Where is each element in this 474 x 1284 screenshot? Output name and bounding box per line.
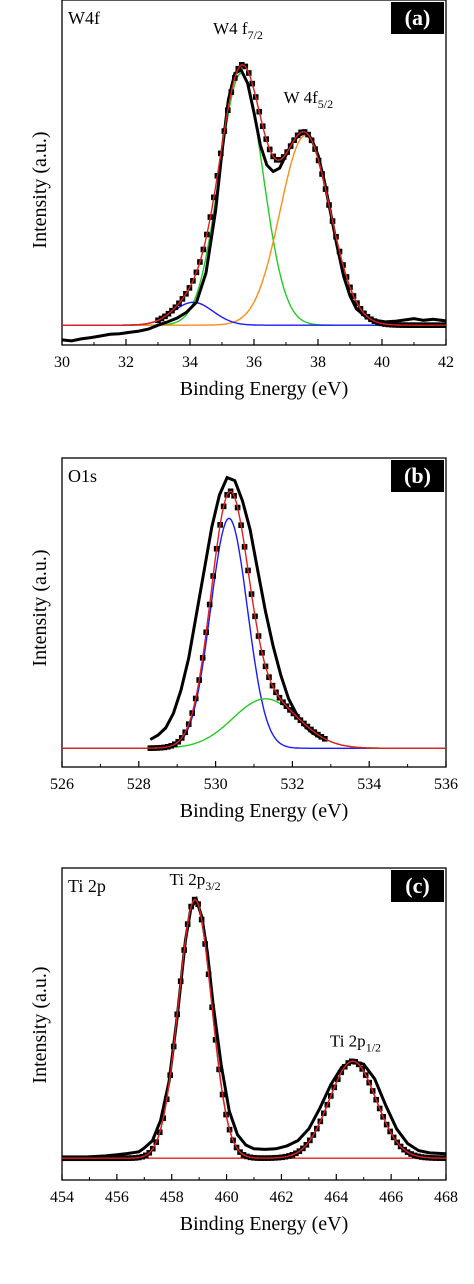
peak-label-sub: 1/2 bbox=[366, 1041, 381, 1055]
panel-1: 526 528 530 532 534 536 Binding Energy (eV) Int… bbox=[29, 457, 458, 822]
x-tick-label: 464 bbox=[324, 1189, 348, 1206]
y-axis-label: Intensity (a.u.) bbox=[29, 966, 51, 1083]
x-tick-label: 40 bbox=[374, 354, 390, 371]
peak-label-main: W 4f bbox=[284, 88, 318, 107]
peak-label: W 4f5/2 bbox=[284, 88, 334, 111]
x-tick-label: 42 bbox=[438, 354, 454, 371]
plot-area bbox=[62, 62, 446, 343]
panel-label: (c) bbox=[405, 873, 429, 898]
x-tick-label: 32 bbox=[118, 354, 134, 371]
x-tick-label: 456 bbox=[105, 1189, 129, 1206]
plot-area bbox=[62, 475, 446, 751]
x-tick-label: 30 bbox=[54, 354, 70, 371]
peak-label-main: W4 f bbox=[213, 19, 248, 38]
panel-label-box bbox=[391, 870, 444, 902]
fit-envelope bbox=[62, 490, 446, 749]
x-tick-label: 458 bbox=[160, 1189, 184, 1206]
x-tick-label: 534 bbox=[357, 776, 381, 793]
x-tick-label: 532 bbox=[280, 776, 304, 793]
x-axis-label: Binding Energy (eV) bbox=[180, 378, 349, 400]
element-label: Ti 2p bbox=[68, 876, 106, 896]
panel-0: 30 32 34 36 38 40 42 Binding Energy (eV) Intensi… bbox=[29, 0, 454, 400]
data-trace bbox=[62, 895, 446, 1160]
peak-label-sub: 7/2 bbox=[248, 28, 263, 42]
panel-label-box bbox=[391, 2, 444, 34]
data-trace bbox=[62, 68, 446, 343]
x-tick-label: 36 bbox=[246, 354, 262, 371]
plot-area bbox=[62, 895, 446, 1162]
x-tick-label: 34 bbox=[182, 354, 198, 371]
peak-label-sub: 3/2 bbox=[205, 879, 220, 893]
x-tick-label: 536 bbox=[434, 776, 458, 793]
y-axis-label: Intensity (a.u.) bbox=[29, 131, 51, 248]
x-tick-label: 38 bbox=[310, 354, 326, 371]
x-axis-label: Binding Energy (eV) bbox=[180, 1213, 349, 1235]
peak-label: Ti 2p3/2 bbox=[169, 870, 220, 893]
y-axis-label: Intensity (a.u.) bbox=[29, 549, 51, 666]
x-tick-label: 462 bbox=[269, 1189, 293, 1206]
peak-label-main: Ti 2p bbox=[330, 1032, 366, 1051]
x-tick-label: 466 bbox=[379, 1189, 403, 1206]
panel-2: 454 456 458 460 462 464 466 468 Binding Energy (… bbox=[29, 867, 458, 1235]
x-tick-label: 460 bbox=[215, 1189, 239, 1206]
component-curve-1 bbox=[62, 134, 446, 326]
fit-envelope bbox=[62, 898, 446, 1159]
x-tick-label: 530 bbox=[204, 776, 228, 793]
plot-frame bbox=[61, 0, 447, 346]
panel-label-box bbox=[391, 460, 444, 492]
x-tick-label: 454 bbox=[50, 1189, 74, 1206]
x-tick-label: 528 bbox=[127, 776, 151, 793]
x-axis-label: Binding Energy (eV) bbox=[180, 800, 349, 822]
x-tick-label: 526 bbox=[50, 776, 74, 793]
component-curve-1 bbox=[62, 698, 446, 749]
panel-label: (a) bbox=[405, 5, 431, 30]
x-tick-label: 468 bbox=[434, 1189, 458, 1206]
fit-envelope bbox=[62, 63, 446, 326]
peak-label: Ti 2p1/2 bbox=[330, 1032, 381, 1055]
component-curve-0 bbox=[62, 898, 446, 1159]
element-label: O1s bbox=[68, 466, 97, 486]
peak-label-main: Ti 2p bbox=[169, 870, 205, 889]
peak-label-sub: 5/2 bbox=[318, 97, 333, 111]
panel-label: (b) bbox=[404, 463, 431, 488]
data-trace bbox=[149, 475, 328, 742]
peak-label: W4 f7/2 bbox=[213, 19, 263, 42]
element-label: W4f bbox=[68, 8, 100, 28]
